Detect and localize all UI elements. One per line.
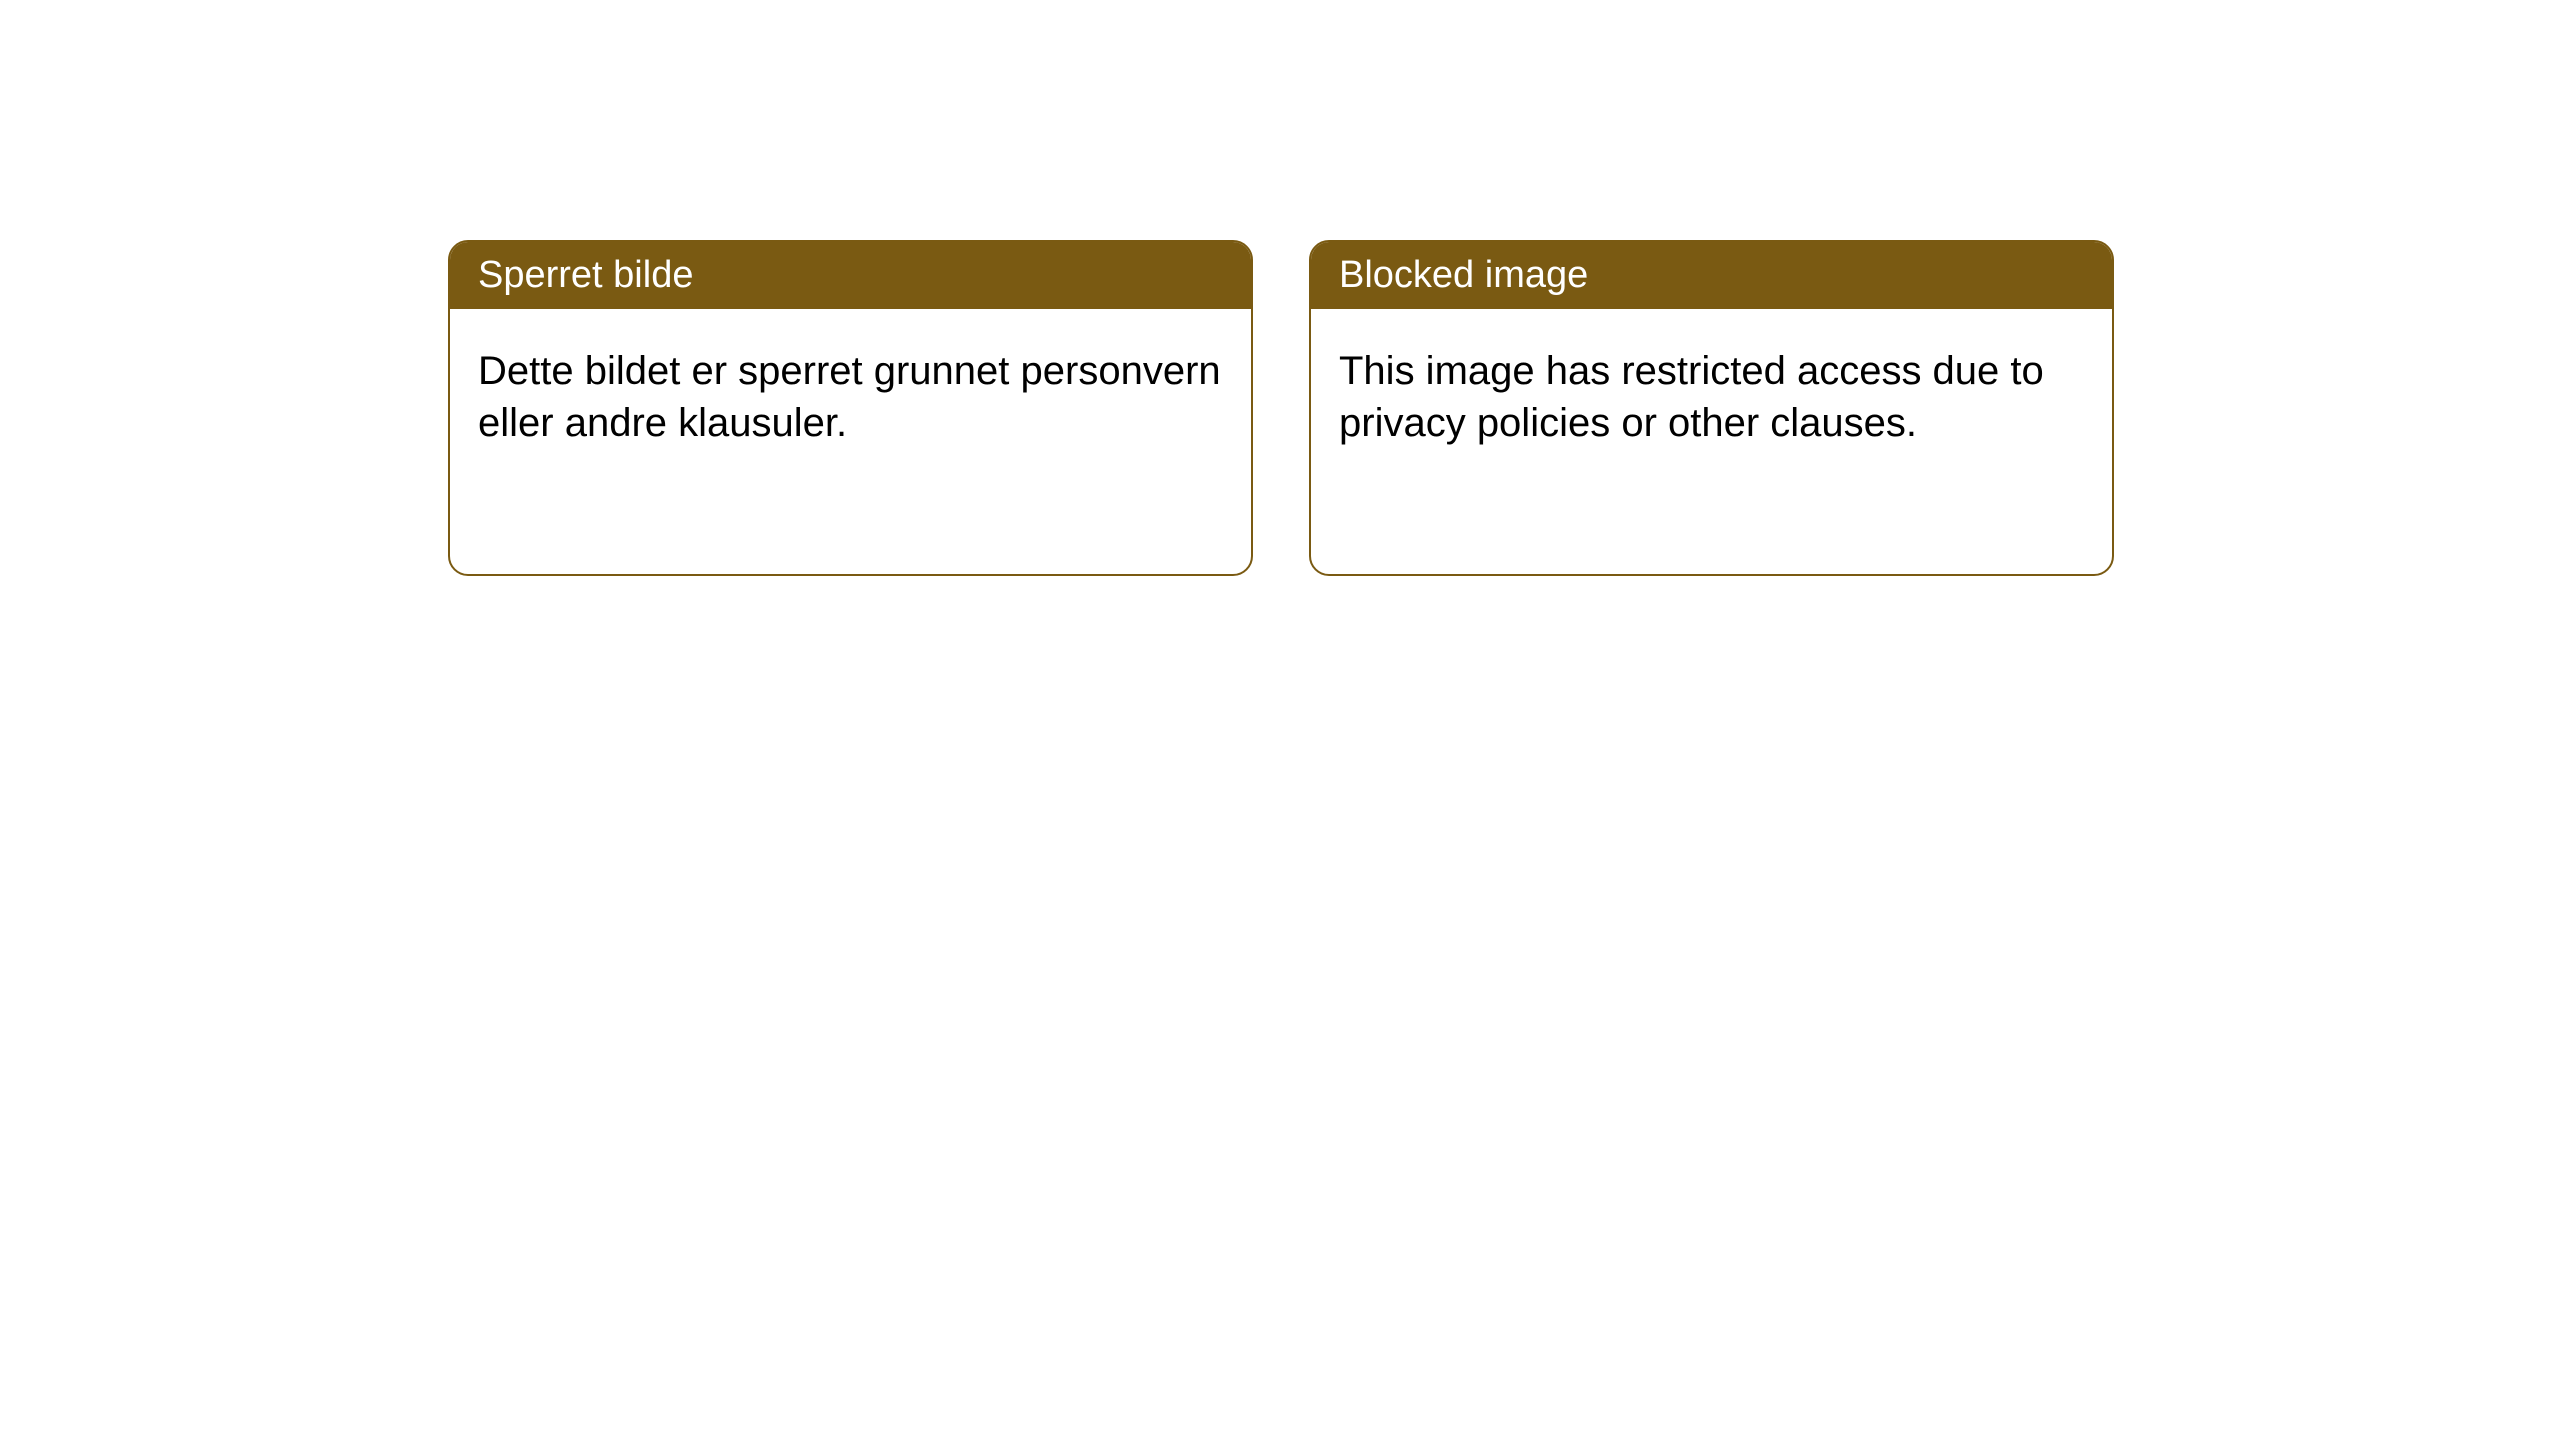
notice-title: Sperret bilde [478,254,693,296]
notice-header: Sperret bilde [450,242,1251,309]
notice-title: Blocked image [1339,254,1588,296]
notice-body-text: This image has restricted access due to … [1339,349,2044,445]
notice-cards-container: Sperret bilde Dette bildet er sperret gr… [448,240,2114,576]
notice-body: This image has restricted access due to … [1311,309,2112,485]
notice-card-norwegian: Sperret bilde Dette bildet er sperret gr… [448,240,1253,576]
notice-body-text: Dette bildet er sperret grunnet personve… [478,349,1221,445]
notice-body: Dette bildet er sperret grunnet personve… [450,309,1251,485]
notice-header: Blocked image [1311,242,2112,309]
notice-card-english: Blocked image This image has restricted … [1309,240,2114,576]
